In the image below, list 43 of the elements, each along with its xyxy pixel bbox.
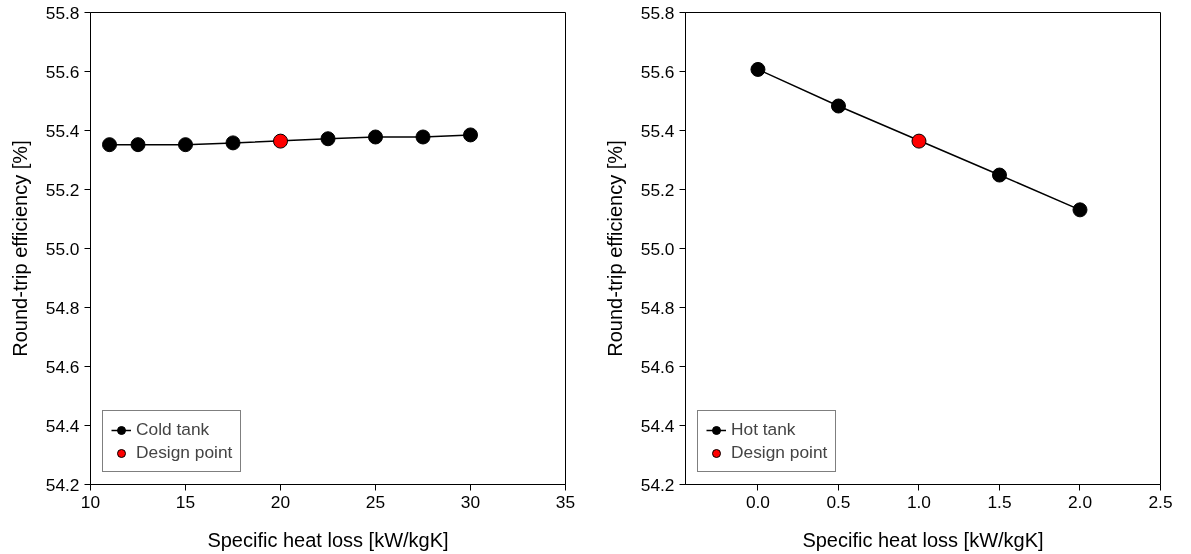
x-tick-label: 0.5 [826,491,851,512]
legend-label: Design point [136,442,233,463]
y-tick-label: 55.4 [45,120,80,141]
x-axis-title: Specific heat loss [kW/kgK] [802,528,1044,551]
x-tick-label: 10 [80,491,101,512]
x-tick-label: 0.0 [745,491,771,512]
y-tick-label: 54.2 [640,474,675,495]
y-tick-label: 54.2 [45,474,80,495]
y-tick-label: 55.0 [45,238,80,259]
y-tick-label: 54.6 [45,356,80,377]
point [991,167,1007,183]
x-tick-label: 1.5 [987,491,1012,512]
x-tick-label: 20 [270,491,291,512]
x-tick-label: 25 [365,491,386,512]
y-tick-label: 54.8 [45,297,80,318]
y-tick-label: 55.2 [640,179,675,200]
legend-label: Design point [731,442,828,463]
y-tick-label: 54.6 [640,356,675,377]
x-tick-label: 35 [555,491,576,512]
point [750,61,766,77]
legend-label: Cold tank [136,419,210,440]
x-tick-label: 30 [460,491,481,512]
y-tick-label: 54.4 [45,415,80,436]
x-tick-label: 1.0 [906,491,932,512]
y-tick-label: 55.2 [45,179,80,200]
point [1072,202,1088,218]
y-tick-label: 55.4 [640,120,675,141]
y-axis-title: Round-trip efficiency [%] [603,140,626,357]
y-tick-label: 54.4 [640,415,675,436]
y-tick-label: 55.6 [45,61,80,82]
y-tick-label: 55.8 [45,2,80,23]
y-axis-title: Round-trip efficiency [%] [8,140,31,357]
x-tick-label: 2.0 [1067,491,1093,512]
x-tick-label: 2.5 [1148,491,1173,512]
y-tick-label: 54.8 [640,297,675,318]
x-tick-label: 15 [175,491,196,512]
point [830,98,846,114]
y-tick-label: 55.0 [640,238,675,259]
point [911,133,927,149]
legend-label: Hot tank [731,419,796,440]
y-tick-label: 55.8 [640,2,675,23]
y-tick-label: 55.6 [640,61,675,82]
x-axis-title: Specific heat loss [kW/kgK] [207,528,449,551]
